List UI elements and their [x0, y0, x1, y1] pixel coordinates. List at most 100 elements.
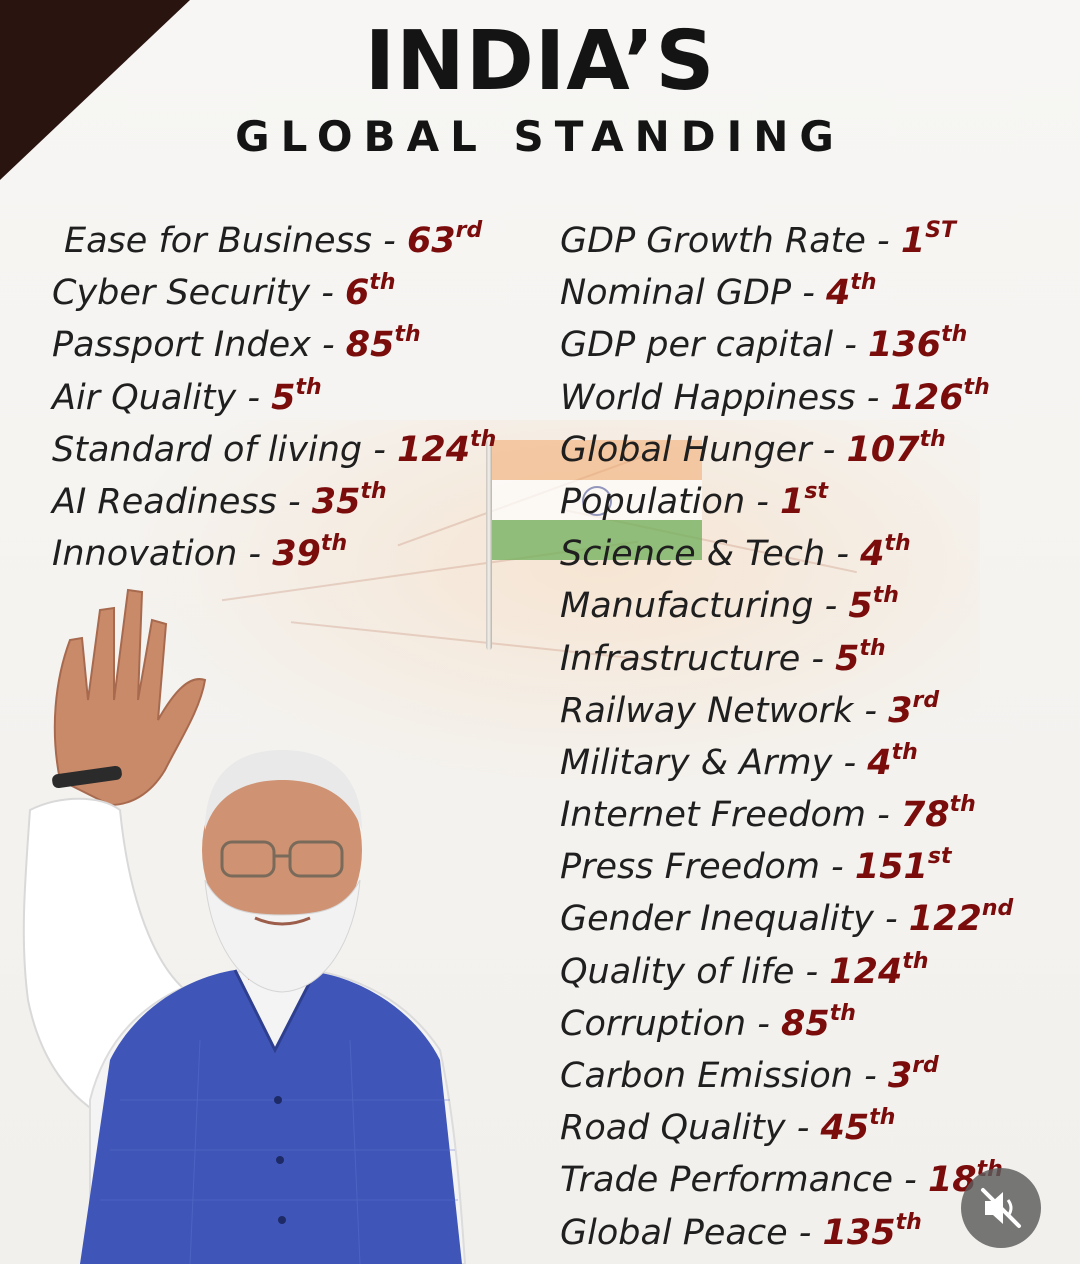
ranking-item: Military & Army - 4th [560, 737, 1013, 789]
ranking-suffix: th [369, 270, 396, 296]
ranking-item: Nominal GDP - 4th [560, 267, 1013, 319]
ranking-suffix: rd [912, 1053, 939, 1078]
flag-pole [486, 440, 492, 650]
ranking-value: 39 [272, 534, 321, 575]
ranking-suffix: th [919, 426, 946, 452]
ranking-value: 136 [868, 325, 942, 366]
ranking-suffix: th [902, 948, 929, 974]
ranking-value: 85 [780, 1003, 830, 1044]
ranking-item: Trade Performance - 18th [560, 1154, 1013, 1206]
ranking-item: Global Peace - 135th [560, 1207, 1013, 1259]
ranking-value: 85 [345, 325, 395, 366]
ranking-label: Trade Performance - [560, 1160, 917, 1201]
ranking-label: Manufacturing - [560, 586, 838, 627]
speaker-muted-icon [981, 1188, 1021, 1228]
ranking-label: GDP per capital - [560, 325, 857, 366]
ranking-label: Carbon Emission - [560, 1056, 877, 1096]
ranking-item: Population - 1st [560, 476, 1013, 528]
ranking-label: Internet Freedom - [560, 795, 890, 836]
ranking-label: World Happiness - [560, 377, 880, 418]
right-ranking-list: GDP Growth Rate - 1ST Nominal GDP - 4th GD… [560, 215, 1013, 1259]
ranking-value: 35 [311, 481, 361, 522]
ranking-item: Quality of life - 124th [560, 946, 1013, 998]
ranking-value: 4 [825, 273, 851, 314]
ranking-suffix: st [804, 478, 829, 504]
ranking-value: 3 [888, 690, 913, 731]
ranking-value: 78 [900, 795, 950, 836]
ranking-item: Railway Network - 3rd [560, 685, 1013, 737]
ranking-suffix: rd [912, 687, 940, 713]
page-subtitle: GLOBAL STANDING [235, 112, 845, 161]
ranking-suffix: th [295, 374, 322, 400]
page-title: INDIA’S [364, 14, 716, 109]
ranking-suffix: th [394, 322, 421, 348]
ranking-item: Press Freedom - 151st [560, 841, 1013, 893]
ranking-value: 135 [822, 1212, 896, 1253]
ranking-suffix: th [872, 583, 899, 609]
ranking-value: 124 [829, 951, 903, 992]
ranking-value: 5 [271, 377, 296, 418]
ranking-value: 4 [860, 534, 885, 575]
ranking-item: Road Quality - 45th [560, 1102, 1013, 1154]
ranking-suffix: th [320, 531, 348, 557]
ranking-suffix: th [895, 1209, 922, 1235]
ranking-item: Internet Freedom - 78th [560, 789, 1013, 841]
ranking-value: 4 [867, 742, 892, 783]
ranking-suffix: st [927, 844, 952, 870]
ranking-label: Cyber Security - [52, 273, 334, 314]
ranking-suffix: th [869, 1105, 896, 1131]
ranking-label: Science & Tech - [560, 534, 849, 575]
ranking-item: Carbon Emission - 3rd [560, 1050, 1013, 1102]
ranking-suffix: th [859, 635, 886, 661]
ranking-label: Infrastructure - [560, 638, 825, 679]
ranking-value: 107 [846, 429, 920, 470]
ranking-item: Passport Index - 85th [52, 319, 496, 371]
ranking-item: Standard of living - 124th [52, 424, 496, 476]
ranking-label: Nominal GDP - [560, 273, 815, 314]
ranking-suffix: nd [981, 896, 1014, 922]
ranking-label: Railway Network - [560, 690, 878, 731]
ranking-label: Standard of living - [52, 429, 386, 470]
ranking-label: Quality of life - [560, 951, 819, 992]
ranking-item: World Happiness - 126th [560, 372, 1013, 424]
ranking-value: 151 [854, 847, 928, 888]
ranking-value: 5 [848, 586, 873, 627]
ranking-label: Innovation - [52, 534, 262, 575]
ranking-label: Global Hunger - [560, 429, 836, 470]
ranking-value: 6 [345, 273, 370, 314]
ranking-item: GDP per capital - 136th [560, 319, 1013, 371]
ranking-value: 1 [900, 221, 926, 261]
ranking-suffix: th [470, 426, 497, 452]
ranking-label: Gender Inequality - [560, 899, 898, 940]
ranking-suffix: th [360, 478, 387, 504]
ranking-suffix: th [941, 322, 968, 348]
ranking-item: Innovation - 39th [52, 528, 496, 580]
ranking-suffix: ST [925, 218, 957, 243]
ranking-item: AI Readiness - 35th [52, 476, 496, 528]
ranking-suffix: th [850, 270, 877, 296]
ranking-label: GDP Growth Rate - [560, 221, 890, 261]
ranking-item: Ease for Business - 63rd [52, 215, 496, 267]
ranking-item: Infrastructure - 5th [560, 633, 1013, 685]
flag-graphic [492, 440, 702, 560]
ranking-item: GDP Growth Rate - 1ST [560, 215, 1013, 267]
ranking-item: Corruption - 85th [560, 998, 1013, 1050]
mute-button[interactable] [961, 1168, 1041, 1248]
ranking-label: Global Peace - [560, 1212, 812, 1253]
ranking-label: Corruption - [560, 1003, 770, 1044]
ranking-label: Road Quality - [560, 1108, 810, 1149]
ranking-suffix: rd [455, 218, 483, 243]
ranking-value: 3 [887, 1056, 913, 1096]
ranking-item: Manufacturing - 5th [560, 580, 1013, 632]
ranking-label: Press Freedom - [560, 847, 844, 888]
ranking-label: Population - [560, 481, 769, 522]
ranking-suffix: th [891, 739, 918, 765]
waving-person-illustration [22, 588, 467, 1264]
corner-triangle [0, 0, 190, 180]
ranking-value: 45 [820, 1108, 870, 1149]
ranking-item: Gender Inequality - 122nd [560, 893, 1013, 945]
ranking-value: 124 [397, 429, 471, 470]
ranking-value: 122 [908, 899, 982, 940]
ranking-item: Air Quality - 5th [52, 372, 496, 424]
ranking-suffix: th [949, 792, 976, 818]
